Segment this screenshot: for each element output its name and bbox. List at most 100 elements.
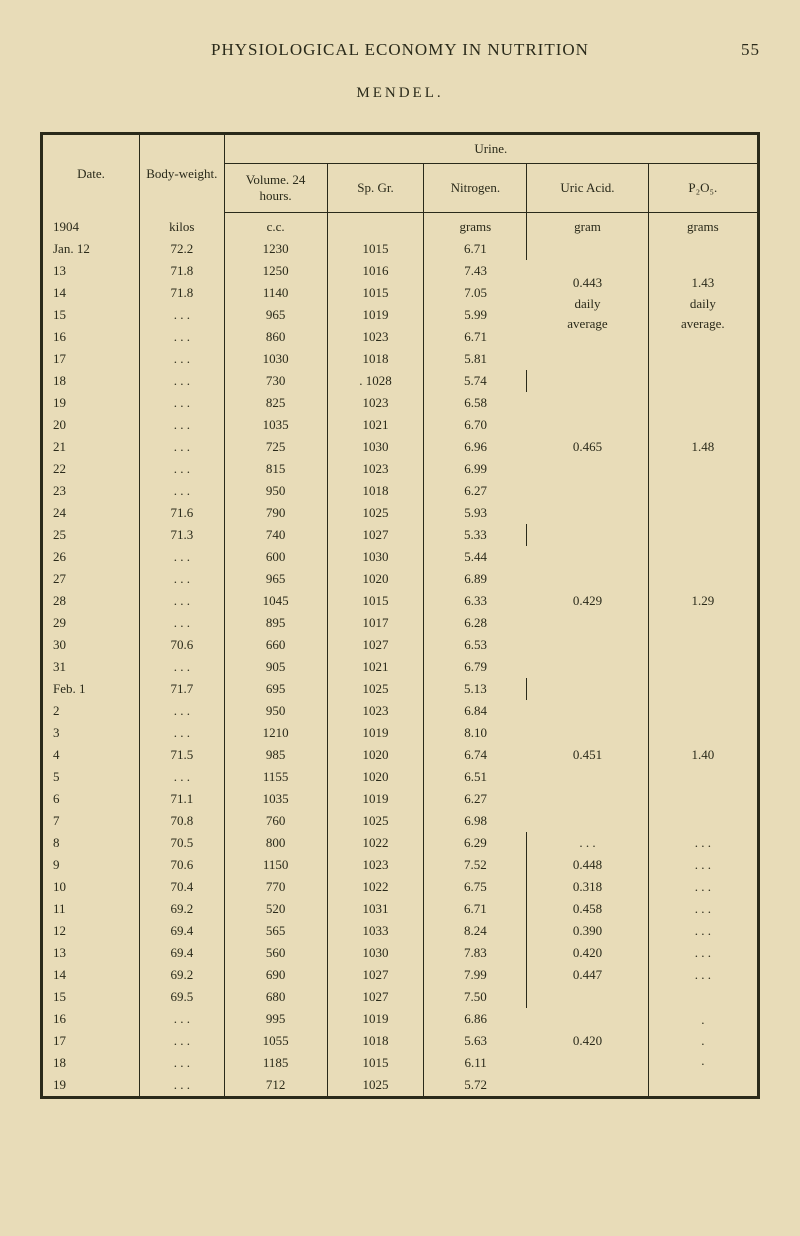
cell-nitrogen: 6.27 <box>424 480 527 502</box>
cell-volume: 1150 <box>224 854 327 876</box>
units-year: 1904 <box>42 213 140 239</box>
cell-body: . . . <box>140 766 225 788</box>
cell-sp-gr: 1022 <box>327 876 424 898</box>
cell-nitrogen: 6.27 <box>424 788 527 810</box>
cell-date: 18 <box>42 370 140 392</box>
cell-p2o5-group: 1.40 <box>648 678 758 832</box>
cell-date: 26 <box>42 546 140 568</box>
cell-nitrogen: 7.05 <box>424 282 527 304</box>
cell-sp-gr: 1031 <box>327 898 424 920</box>
cell-volume: 680 <box>224 986 327 1008</box>
cell-body: 71.8 <box>140 260 225 282</box>
cell-body: . . . <box>140 436 225 458</box>
cell-volume: 965 <box>224 568 327 590</box>
cell-volume: 1185 <box>224 1052 327 1074</box>
cell-nitrogen: 5.33 <box>424 524 527 546</box>
cell-sp-gr: 1030 <box>327 436 424 458</box>
cell-body: . . . <box>140 348 225 370</box>
cell-volume: 1250 <box>224 260 327 282</box>
units-sp <box>327 213 424 239</box>
cell-nitrogen: 6.99 <box>424 458 527 480</box>
cell-sp-gr: 1018 <box>327 348 424 370</box>
cell-volume: 895 <box>224 612 327 634</box>
cell-volume: 815 <box>224 458 327 480</box>
table-row: 10 70.4 770 1022 6.75 0.318. . . <box>42 876 759 898</box>
cell-sp-gr: 1027 <box>327 964 424 986</box>
cell-nitrogen: 5.13 <box>424 678 527 700</box>
cell-date: 28 <box>42 590 140 612</box>
cell-body: . . . <box>140 1008 225 1030</box>
cell-nitrogen: 5.81 <box>424 348 527 370</box>
cell-body: 70.5 <box>140 832 225 854</box>
cell-date: 14 <box>42 964 140 986</box>
cell-volume: 1035 <box>224 414 327 436</box>
table-row: 11 69.2 520 1031 6.71 0.458. . . <box>42 898 759 920</box>
cell-date: 21 <box>42 436 140 458</box>
cell-body: 70.6 <box>140 634 225 656</box>
cell-sp-gr: . 1028 <box>327 370 424 392</box>
cell-date: 19 <box>42 1074 140 1098</box>
cell-sp-gr: 1027 <box>327 524 424 546</box>
cell-body: . . . <box>140 1030 225 1052</box>
cell-body: 71.5 <box>140 744 225 766</box>
cell-body: . . . <box>140 480 225 502</box>
cell-date: 2 <box>42 700 140 722</box>
cell-date: 12 <box>42 920 140 942</box>
page-number: 55 <box>720 40 760 60</box>
cell-date: 4 <box>42 744 140 766</box>
cell-sp-gr: 1016 <box>327 260 424 282</box>
cell-volume: 1030 <box>224 348 327 370</box>
cell-sp-gr: 1019 <box>327 304 424 326</box>
cell-date: 25 <box>42 524 140 546</box>
cell-nitrogen: 8.10 <box>424 722 527 744</box>
cell-volume: 520 <box>224 898 327 920</box>
cell-date: 13 <box>42 260 140 282</box>
cell-body: . . . <box>140 458 225 480</box>
cell-volume: 1055 <box>224 1030 327 1052</box>
cell-sp-gr: 1019 <box>327 788 424 810</box>
cell-date: 24 <box>42 502 140 524</box>
header-body-weight: Body-weight. <box>140 134 225 213</box>
cell-date: 17 <box>42 348 140 370</box>
cell-date: 13 <box>42 942 140 964</box>
cell-volume: 985 <box>224 744 327 766</box>
cell-p2o5: . . . <box>648 854 758 876</box>
units-nitrogen: grams <box>424 213 527 239</box>
cell-body: 70.6 <box>140 854 225 876</box>
cell-date: 15 <box>42 304 140 326</box>
cell-sp-gr: 1017 <box>327 612 424 634</box>
cell-volume: 1230 <box>224 238 327 260</box>
cell-date: 20 <box>42 414 140 436</box>
cell-volume: 725 <box>224 436 327 458</box>
cell-date: 10 <box>42 876 140 898</box>
cell-volume: 695 <box>224 678 327 700</box>
cell-p2o5-group: ... <box>648 986 758 1098</box>
cell-sp-gr: 1033 <box>327 920 424 942</box>
cell-sp-gr: 1015 <box>327 238 424 260</box>
cell-volume: 660 <box>224 634 327 656</box>
cell-sp-gr: 1020 <box>327 766 424 788</box>
cell-body: 69.5 <box>140 986 225 1008</box>
cell-sp-gr: 1023 <box>327 458 424 480</box>
cell-volume: 1140 <box>224 282 327 304</box>
cell-date: 19 <box>42 392 140 414</box>
table-row: 12 69.4 565 1033 8.24 0.390. . . <box>42 920 759 942</box>
cell-date: 7 <box>42 810 140 832</box>
header-sp-gr: Sp. Gr. <box>327 164 424 213</box>
cell-nitrogen: 7.83 <box>424 942 527 964</box>
cell-uric: 0.420 <box>527 942 648 964</box>
cell-body: . . . <box>140 656 225 678</box>
cell-volume: 825 <box>224 392 327 414</box>
cell-sp-gr: 1020 <box>327 744 424 766</box>
cell-body: . . . <box>140 304 225 326</box>
cell-uric: 0.458 <box>527 898 648 920</box>
cell-date: 11 <box>42 898 140 920</box>
cell-volume: 1155 <box>224 766 327 788</box>
cell-p2o5-group: 1.43dailyaverage. <box>648 238 758 370</box>
cell-sp-gr: 1019 <box>327 1008 424 1030</box>
cell-uric-group: 0.465 <box>527 370 648 524</box>
cell-body: . . . <box>140 612 225 634</box>
cell-date: Feb. 1 <box>42 678 140 700</box>
cell-nitrogen: 6.51 <box>424 766 527 788</box>
cell-sp-gr: 1027 <box>327 634 424 656</box>
